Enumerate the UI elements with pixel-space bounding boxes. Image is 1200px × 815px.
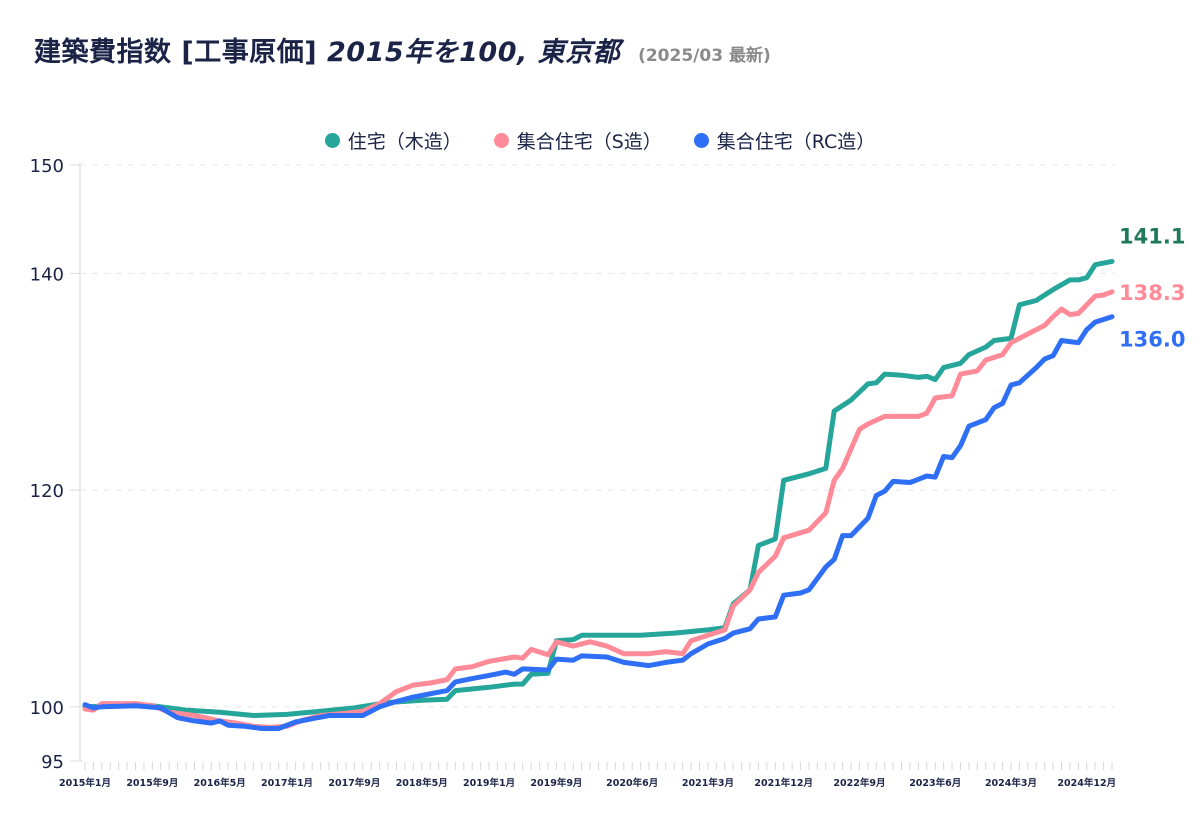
x-tick-label: 2015年1月 <box>59 777 111 789</box>
x-tick-label: 2024年3月 <box>985 777 1037 789</box>
series-line-0 <box>82 258 1115 718</box>
legend-item-steel[interactable]: 集合住宅（S造） <box>493 127 662 154</box>
legend-item-wood[interactable]: 住宅（木造） <box>324 127 462 154</box>
x-tick-label: 2019年9月 <box>530 777 582 789</box>
y-tick-label: 95 <box>41 752 64 773</box>
end-value-label: 138.3 <box>1119 281 1185 305</box>
legend-label: 住宅（木造） <box>347 131 462 153</box>
x-tick-label: 2015年9月 <box>126 777 178 789</box>
legend-label: 集合住宅（RC造） <box>716 131 876 153</box>
series-lines <box>82 258 1115 731</box>
x-tick-label: 2021年3月 <box>682 777 734 789</box>
legend-label: 集合住宅（S造） <box>516 131 662 153</box>
y-tick-label: 140 <box>30 264 64 285</box>
x-tick-label: 2019年1月 <box>463 777 515 789</box>
title-italic: 2015年を100, 東京都 <box>327 37 621 68</box>
title-main: 建築費指数 [工事原価] <box>34 37 318 68</box>
series-line-1 <box>82 289 1115 730</box>
y-tick-label: 120 <box>30 481 64 502</box>
x-tick-label: 2022年9月 <box>833 777 885 789</box>
end-labels: 141.1 138.3 136.0 <box>1119 224 1185 351</box>
legend-dot-icon <box>693 133 709 148</box>
x-tick-label: 2023年6月 <box>909 777 961 789</box>
x-tick-label: 2020年6月 <box>606 777 658 789</box>
chart-title: 建築費指数 [工事原価] 2015年を100, 東京都 (2025/03 最新) <box>34 30 771 69</box>
x-tick-label: 2021年12月 <box>754 777 813 789</box>
x-tick-label: 2017年1月 <box>261 777 313 789</box>
x-tick-label: 2024年12月 <box>1057 777 1116 789</box>
series-line-2 <box>82 314 1115 731</box>
gridlines <box>80 164 1115 708</box>
y-tick-label: 150 <box>30 156 64 177</box>
legend-dot-icon <box>493 133 509 148</box>
y-tick-label: 100 <box>30 698 64 719</box>
x-tick-label: 2016年5月 <box>194 777 246 789</box>
x-tick-label: 2017年9月 <box>328 777 380 789</box>
legend-item-rc[interactable]: 集合住宅（RC造） <box>693 127 876 154</box>
axes: 95 100 120 140 150 2015年1月 2015年9月 2016年5月 2017年… <box>30 156 1116 789</box>
x-tick-label: 2018年5月 <box>396 777 448 789</box>
end-value-label: 136.0 <box>1119 328 1185 352</box>
legend: 住宅（木造） 集合住宅（S造） 集合住宅（RC造） <box>0 127 1200 154</box>
title-subtitle: (2025/03 最新) <box>638 46 771 66</box>
end-value-label: 141.1 <box>1119 224 1185 248</box>
legend-dot-icon <box>324 133 340 148</box>
